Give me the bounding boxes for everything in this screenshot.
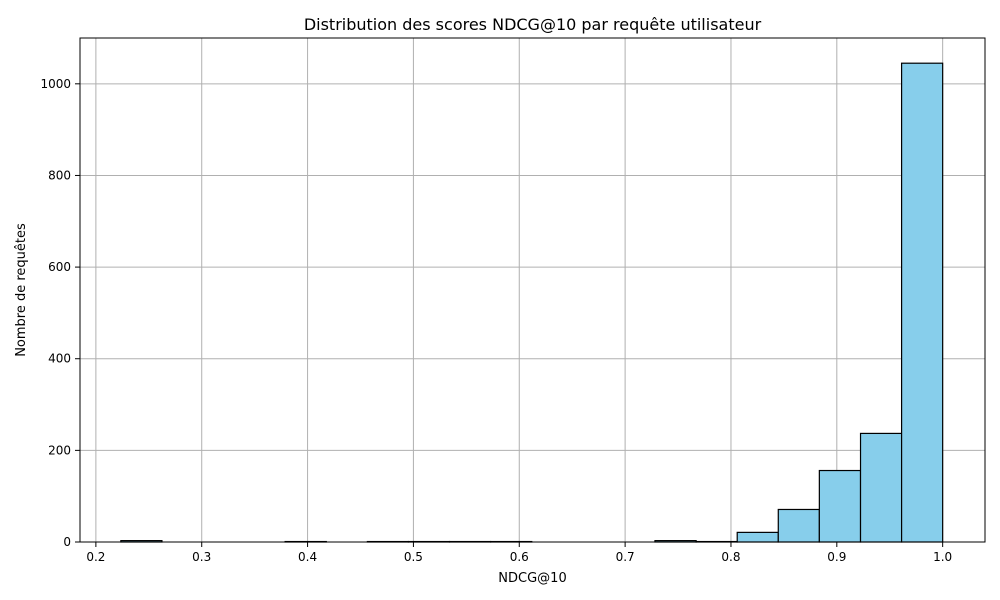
x-axis-ticks: 0.2 0.3 0.4 0.5 0.6 0.7 0.8 0.9 1.0 <box>86 542 952 564</box>
y-axis-label: Nombre de requêtes <box>14 223 29 357</box>
chart-title: Distribution des scores NDCG@10 par requ… <box>304 15 762 34</box>
y-tick-label: 200 <box>48 443 71 457</box>
x-tick-label: 1.0 <box>933 550 952 564</box>
y-tick-label: 800 <box>48 168 71 182</box>
histogram-bar <box>736 531 779 543</box>
histogram-bar <box>818 469 862 543</box>
x-tick-label: 0.8 <box>721 550 740 564</box>
x-tick-label: 0.9 <box>827 550 846 564</box>
y-axis-ticks: 0 200 400 600 800 1000 <box>40 77 80 549</box>
y-tick-label: 1000 <box>40 77 71 91</box>
x-tick-label: 0.3 <box>192 550 211 564</box>
x-axis-label: NDCG@10 <box>498 571 566 586</box>
histogram-bar <box>859 432 903 543</box>
y-tick-label: 0 <box>63 535 71 549</box>
plot-frame <box>79 37 986 543</box>
x-tick-label: 0.2 <box>86 550 105 564</box>
histogram-bar <box>900 62 944 543</box>
x-tick-label: 0.7 <box>616 550 635 564</box>
x-tick-label: 0.6 <box>510 550 529 564</box>
histogram-bar <box>777 508 820 543</box>
x-tick-label: 0.5 <box>404 550 423 564</box>
y-tick-label: 600 <box>48 260 71 274</box>
x-tick-label: 0.4 <box>298 550 317 564</box>
y-tick-label: 400 <box>48 352 71 366</box>
